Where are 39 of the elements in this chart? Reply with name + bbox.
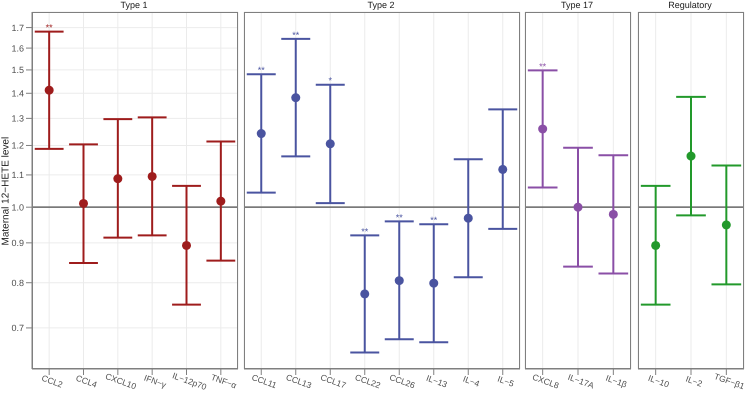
- chart-title: Type 1: [119, 0, 149, 11]
- chart-title: Regulatory: [667, 0, 713, 11]
- x-tick-label: CCL22: [354, 372, 382, 390]
- annotation: **: [292, 30, 300, 40]
- chart-title: Type 2: [366, 0, 396, 11]
- annotation: *: [328, 76, 332, 86]
- x-tick-label: IL−10: [646, 372, 671, 390]
- x-tick-label: CXCL8: [531, 372, 561, 391]
- x-tick-label: IL−2: [684, 374, 704, 389]
- y-tick-label: 0.9: [11, 238, 24, 248]
- x-tick-label: CCL26: [388, 372, 417, 390]
- annotation: **: [539, 61, 547, 72]
- y-tick-label: 1.3: [11, 114, 24, 124]
- annotation: **: [361, 226, 369, 236]
- annotation: **: [430, 215, 438, 226]
- chart-title: Type 17: [560, 0, 594, 11]
- y-tick-label: 1.4: [11, 88, 24, 98]
- x-tick-label: IL−4: [462, 374, 482, 389]
- y-tick-label: 1.5: [11, 65, 24, 76]
- x-tick-label: IFN−γ: [142, 372, 168, 390]
- x-tick-label: IL−13: [424, 372, 449, 390]
- x-tick-label: CCL2: [40, 372, 64, 390]
- y-tick-label: 0.8: [11, 278, 24, 288]
- y-axis-title: Maternal 12−HETE level: [0, 136, 12, 246]
- x-tick-label: CCL11: [250, 372, 278, 390]
- y-tick-label: 1.6: [11, 43, 24, 54]
- y-tick-label: 1.0: [11, 202, 24, 212]
- x-tick-label: CCL17: [319, 372, 348, 390]
- annotation: **: [258, 65, 266, 76]
- x-tick-label: IL−5: [496, 374, 516, 389]
- annotation: **: [46, 22, 54, 33]
- x-tick-label: CCL4: [74, 372, 99, 390]
- y-tick-label: 0.7: [11, 323, 24, 334]
- y-tick-label: 1.1: [11, 170, 24, 180]
- x-tick-label: IL−1β: [604, 372, 628, 390]
- y-tick-label: 1.7: [11, 22, 24, 33]
- x-tick-label: CCL13: [284, 372, 314, 390]
- annotation: **: [396, 212, 404, 222]
- y-tick-label: 1.2: [11, 140, 24, 151]
